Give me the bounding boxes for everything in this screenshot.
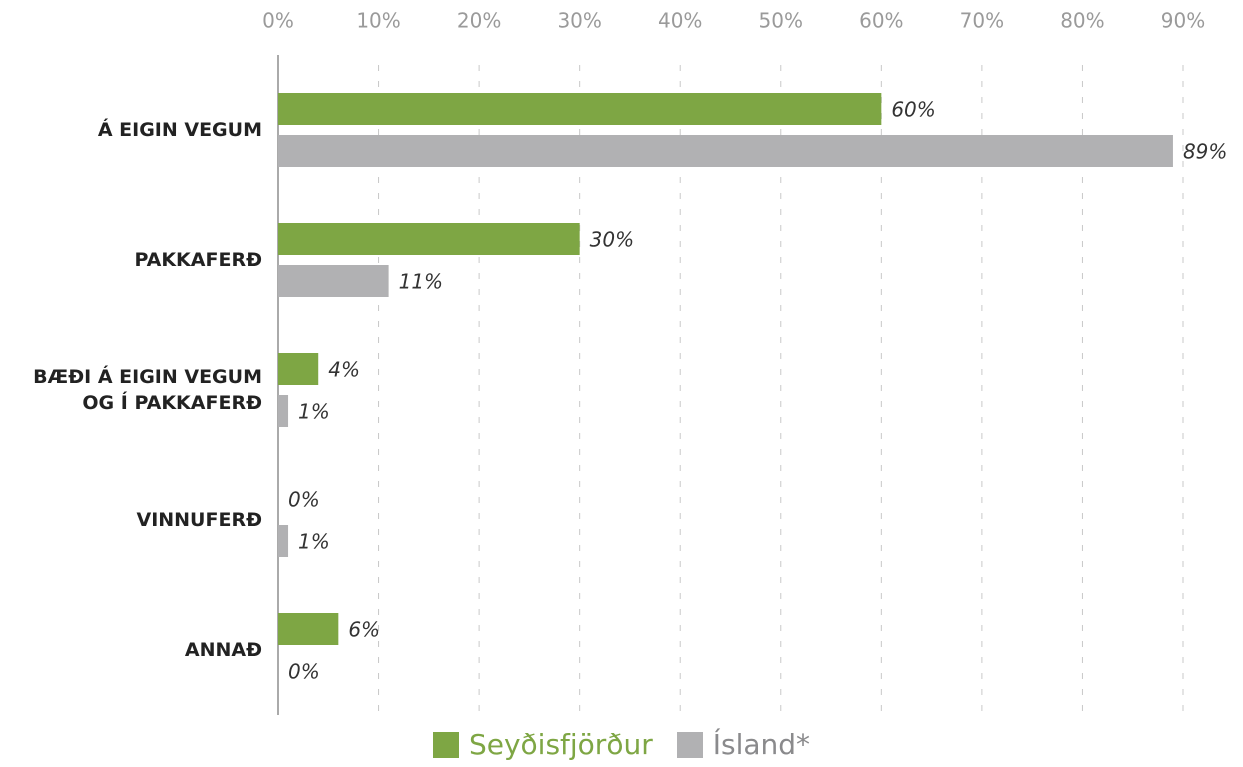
- y-tick-label: VINNUFERÐ: [136, 509, 262, 531]
- bar: [278, 613, 339, 645]
- x-tick-label: 0%: [262, 9, 294, 33]
- data-label: 0%: [288, 660, 320, 684]
- x-tick-label: 80%: [1060, 9, 1104, 33]
- bar: [278, 265, 389, 297]
- data-label: 6%: [348, 618, 380, 642]
- legend-item: Ísland*: [676, 728, 811, 761]
- bar: [278, 93, 882, 125]
- data-label: 1%: [298, 530, 330, 554]
- data-label: 89%: [1183, 140, 1227, 164]
- bar: [278, 353, 319, 385]
- data-label: 4%: [328, 358, 360, 382]
- bar: [278, 135, 1173, 167]
- x-tick-label: 70%: [960, 9, 1004, 33]
- legend-swatch: [432, 731, 459, 758]
- data-label: 30%: [590, 228, 634, 252]
- legend-item: Seyðisfjörður: [432, 728, 653, 761]
- x-tick-label: 50%: [759, 9, 803, 33]
- data-label: 60%: [891, 98, 935, 122]
- x-tick-label: 90%: [1161, 9, 1205, 33]
- x-tick-label: 10%: [356, 9, 400, 33]
- legend-label: Ísland*: [712, 728, 811, 761]
- y-tick-label: PAKKAFERÐ: [134, 249, 262, 271]
- x-tick-label: 60%: [859, 9, 903, 33]
- legend-label: Seyðisfjörður: [468, 728, 653, 761]
- x-tick-label: 40%: [658, 9, 702, 33]
- data-label: 11%: [399, 270, 443, 294]
- x-tick-label: 20%: [457, 9, 501, 33]
- legend: Seyðisfjörður Ísland*: [0, 728, 1243, 761]
- data-label: 0%: [288, 488, 320, 512]
- y-tick-label: BÆÐI Á EIGIN VEGUM OG Í PAKKAFERÐ: [33, 366, 262, 414]
- x-tick-label: 30%: [557, 9, 601, 33]
- bar: [278, 525, 289, 557]
- y-tick-label: Á EIGIN VEGUM: [97, 119, 262, 141]
- bar: [278, 223, 580, 255]
- legend-swatch: [676, 731, 703, 758]
- data-label: 1%: [298, 400, 330, 424]
- bar: [278, 395, 289, 427]
- y-tick-label: ANNAÐ: [184, 639, 262, 661]
